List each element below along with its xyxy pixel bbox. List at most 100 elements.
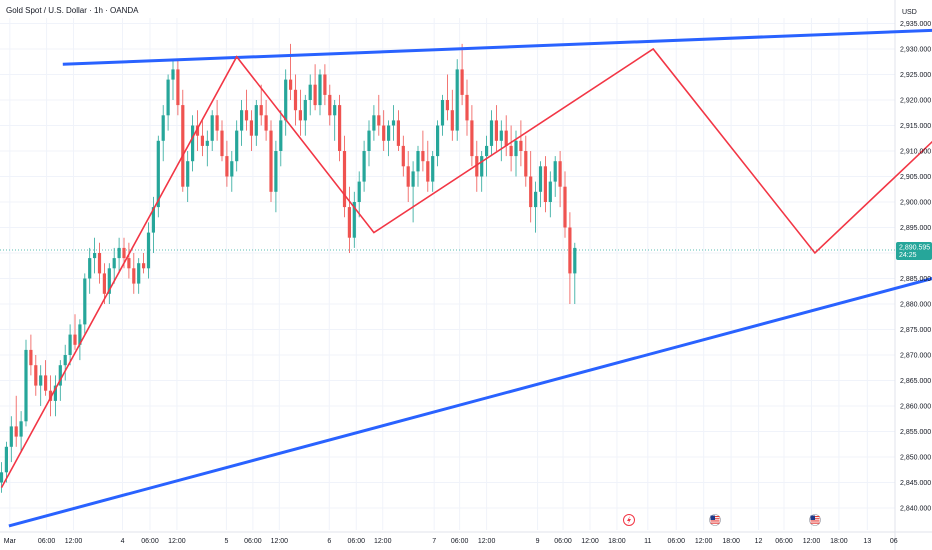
x-tick-label: 9 (536, 538, 540, 545)
candle-body (0, 472, 4, 483)
us-flag-icon[interactable] (709, 514, 721, 526)
countdown-label: 24:25 (899, 252, 917, 259)
x-tick-label: 5 (224, 538, 228, 545)
y-tick-label: 2,925.000 (900, 72, 931, 79)
candle-body (494, 120, 498, 141)
x-tick-label: 06:00 (775, 538, 793, 545)
candle-body (342, 151, 347, 208)
candle-body (313, 84, 317, 106)
zigzag-path (0, 47, 932, 488)
candle-body (200, 135, 204, 146)
y-tick-label: 2,935.000 (900, 21, 931, 28)
candle-body (181, 105, 185, 187)
y-tick-label: 2,860.000 (900, 404, 931, 411)
x-tick-label: Mar (4, 538, 17, 545)
candle-body (450, 110, 454, 131)
candle-body (396, 120, 400, 146)
candle-body (274, 151, 278, 192)
candle-body (411, 171, 415, 187)
candle-body (298, 110, 302, 121)
y-tick-label: 2,910.000 (900, 149, 931, 156)
candle-body (293, 89, 298, 111)
candle-body (4, 446, 8, 473)
candle-body (240, 110, 244, 131)
x-tick-label: 06:00 (667, 538, 685, 545)
x-tick-label: 18:00 (608, 538, 626, 545)
x-tick-label: 12:00 (271, 538, 289, 545)
candle-body (499, 130, 503, 141)
candle-body (416, 151, 420, 172)
y-tick-label: 2,870.000 (900, 353, 931, 360)
price-tag (896, 241, 932, 260)
us-flag-icon[interactable] (809, 514, 821, 526)
candle-body (249, 120, 253, 136)
candle-body (519, 140, 523, 151)
y-tick-label: 2,905.000 (900, 174, 931, 181)
candle-body (191, 125, 195, 162)
candle-body (563, 186, 567, 228)
candle-body (107, 268, 111, 294)
candle-body (225, 156, 229, 177)
y-tick-label: 2,900.000 (900, 200, 931, 207)
candle-body (171, 69, 175, 80)
x-tick-label: 12:00 (803, 538, 821, 545)
candle-body (210, 115, 214, 141)
candle-body (122, 247, 126, 259)
candle-body (534, 191, 538, 208)
candle-body (44, 375, 48, 391)
x-tick-label: 12:00 (695, 538, 713, 545)
candle-body (142, 263, 146, 269)
candle-body (269, 130, 273, 192)
candle-body (205, 140, 209, 146)
x-tick-label: 4 (121, 538, 125, 545)
y-tick-label: 2,840.000 (900, 506, 931, 513)
candle-body (465, 94, 469, 121)
x-tick-label: 6 (327, 538, 331, 545)
candle-body (338, 105, 342, 151)
y-tick-label: 2,920.000 (900, 98, 931, 105)
candle-body (63, 355, 67, 366)
candle-body (372, 115, 376, 131)
candle-body (406, 166, 410, 187)
candle-body (431, 156, 435, 182)
x-tick-label: 12:00 (168, 538, 186, 545)
candle-body (475, 156, 479, 177)
candle-body (58, 365, 62, 386)
x-tick-label: 7 (432, 538, 436, 545)
candle-body (548, 181, 552, 202)
candle-body (529, 176, 533, 208)
candle-body (445, 100, 449, 111)
x-tick-label: 06:00 (451, 538, 469, 545)
y-tick-label: 2,865.000 (900, 378, 931, 385)
channel-lower-line (8, 276, 932, 528)
candle-body (34, 365, 38, 386)
y-tick-label: 2,895.000 (900, 225, 931, 232)
candle-body (39, 375, 43, 386)
candle-body (303, 100, 307, 121)
candle-body (362, 151, 366, 182)
candle-body (93, 253, 97, 259)
candle-body (259, 105, 263, 116)
flash-icon[interactable] (623, 514, 635, 526)
y-tick-label: 2,875.000 (900, 327, 931, 334)
candle-body (460, 69, 464, 95)
candle-body (215, 115, 219, 131)
candle-body (347, 207, 351, 238)
candle-body (24, 349, 28, 422)
x-tick-label: 12:00 (65, 538, 83, 545)
candle-body (328, 94, 332, 116)
candle-body (489, 120, 494, 146)
candle-body (156, 140, 160, 208)
candle-body (132, 268, 136, 284)
candle-body (151, 207, 155, 233)
x-tick-label: 06:00 (244, 538, 262, 545)
candle-body (48, 390, 53, 401)
candle-body (78, 324, 82, 345)
candle-body (485, 145, 489, 157)
candle-body (235, 130, 239, 162)
candle-body (176, 69, 180, 106)
candle-body (558, 161, 562, 187)
candle-body (230, 161, 234, 177)
candle-body (244, 110, 249, 121)
